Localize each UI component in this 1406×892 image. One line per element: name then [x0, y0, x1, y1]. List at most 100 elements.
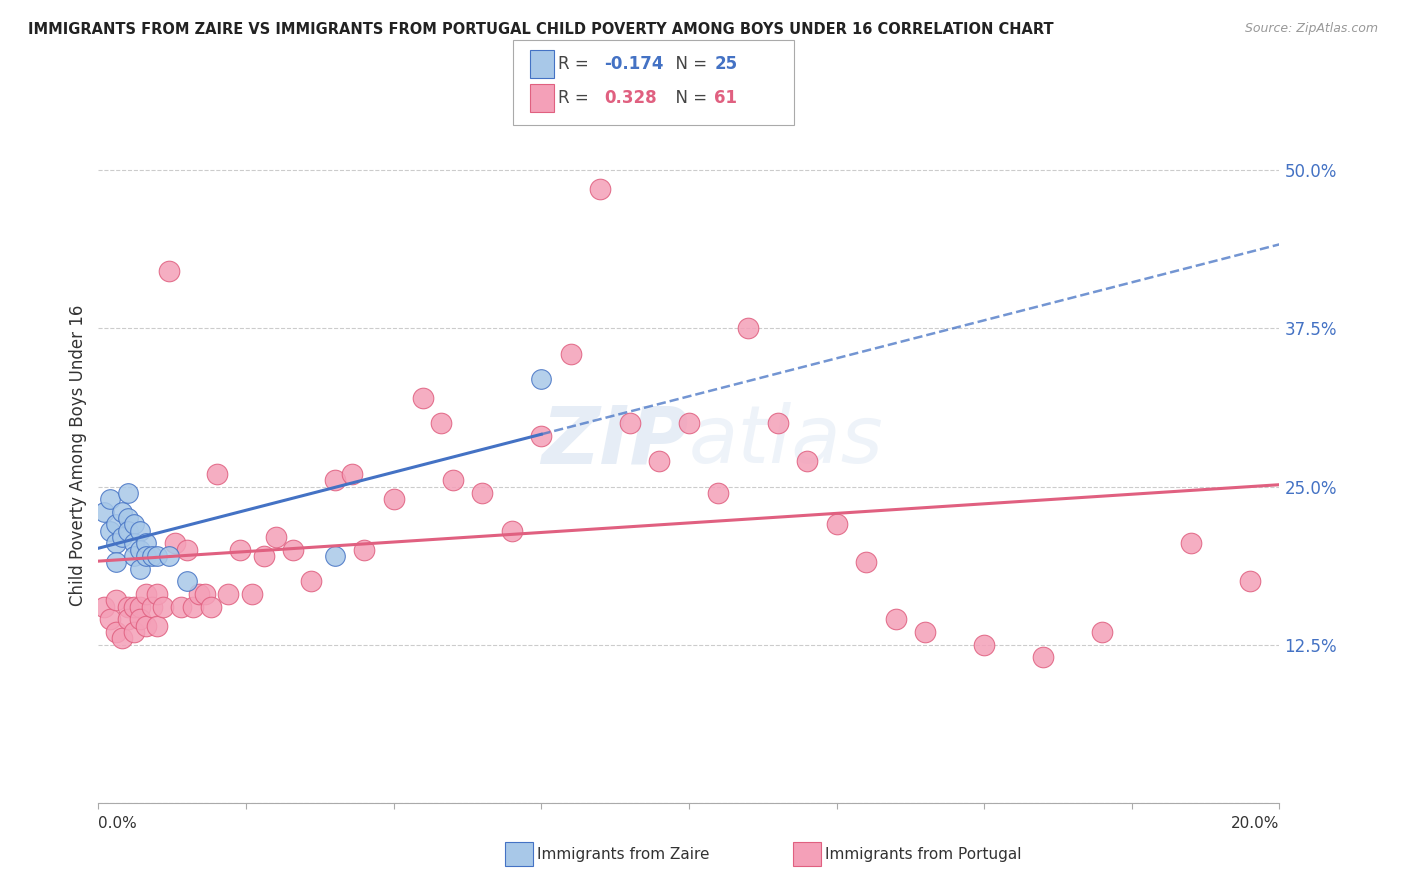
Text: IMMIGRANTS FROM ZAIRE VS IMMIGRANTS FROM PORTUGAL CHILD POVERTY AMONG BOYS UNDER: IMMIGRANTS FROM ZAIRE VS IMMIGRANTS FROM…: [28, 22, 1053, 37]
Point: [240, 587, 263, 601]
Point: [205, 467, 228, 481]
Point: [283, 542, 305, 557]
Point: [135, 549, 157, 563]
Point: [117, 524, 139, 538]
Point: [111, 505, 134, 519]
Point: [128, 612, 150, 626]
Point: [141, 599, 163, 614]
Point: [229, 542, 252, 557]
Point: [146, 618, 169, 632]
Point: [98, 524, 121, 538]
Point: [1239, 574, 1261, 589]
Point: [382, 492, 405, 507]
Text: ZIP: ZIP: [541, 402, 689, 480]
Point: [441, 473, 464, 487]
Text: 0.0%: 0.0%: [98, 816, 138, 831]
Point: [105, 593, 128, 607]
Point: [122, 536, 145, 550]
Point: [737, 321, 759, 335]
Point: [619, 417, 641, 431]
Point: [176, 542, 198, 557]
Point: [117, 486, 139, 500]
Point: [111, 530, 134, 544]
Point: [1091, 625, 1114, 640]
Point: [122, 549, 145, 563]
Point: [117, 612, 139, 626]
Point: [217, 587, 239, 601]
Point: [264, 530, 287, 544]
Point: [105, 517, 128, 532]
Point: [560, 347, 582, 361]
Point: [165, 536, 187, 550]
Point: [122, 517, 145, 532]
Point: [141, 549, 163, 563]
Text: Source: ZipAtlas.com: Source: ZipAtlas.com: [1244, 22, 1378, 36]
Point: [323, 549, 346, 563]
Point: [128, 562, 150, 576]
Point: [707, 486, 730, 500]
Point: [187, 587, 209, 601]
Point: [253, 549, 276, 563]
Point: [98, 492, 121, 507]
Point: [796, 454, 818, 468]
Point: [855, 556, 877, 570]
Point: [128, 524, 150, 538]
Point: [146, 549, 169, 563]
Point: [825, 517, 848, 532]
Point: [122, 625, 145, 640]
Text: R =: R =: [558, 55, 595, 73]
Point: [93, 599, 115, 614]
Text: R =: R =: [558, 89, 595, 107]
Point: [135, 587, 157, 601]
Text: 25: 25: [714, 55, 737, 73]
Point: [353, 542, 375, 557]
Point: [128, 599, 150, 614]
Text: Immigrants from Zaire: Immigrants from Zaire: [537, 847, 710, 862]
Text: atlas: atlas: [689, 402, 884, 480]
Point: [105, 625, 128, 640]
Point: [117, 511, 139, 525]
Point: [589, 182, 612, 196]
Point: [135, 536, 157, 550]
Point: [128, 542, 150, 557]
Point: [412, 391, 434, 405]
Point: [105, 536, 128, 550]
Point: [973, 638, 995, 652]
Point: [648, 454, 671, 468]
Point: [170, 599, 193, 614]
Point: [181, 599, 204, 614]
Point: [146, 587, 169, 601]
Point: [176, 574, 198, 589]
Point: [152, 599, 174, 614]
Point: [111, 632, 134, 646]
Point: [530, 429, 553, 443]
Text: N =: N =: [665, 55, 713, 73]
Point: [135, 618, 157, 632]
Point: [200, 599, 222, 614]
Point: [323, 473, 346, 487]
Point: [194, 587, 217, 601]
Text: Immigrants from Portugal: Immigrants from Portugal: [825, 847, 1022, 862]
Point: [678, 417, 700, 431]
Point: [299, 574, 322, 589]
Point: [430, 417, 453, 431]
Y-axis label: Child Poverty Among Boys Under 16: Child Poverty Among Boys Under 16: [69, 304, 87, 606]
Point: [157, 549, 180, 563]
Point: [1032, 650, 1054, 665]
Point: [122, 599, 145, 614]
Point: [342, 467, 364, 481]
Point: [117, 599, 139, 614]
Point: [766, 417, 789, 431]
Point: [157, 264, 180, 278]
Point: [471, 486, 494, 500]
Point: [93, 505, 115, 519]
Point: [1180, 536, 1202, 550]
Point: [105, 556, 128, 570]
Point: [914, 625, 936, 640]
Point: [530, 372, 553, 386]
Text: 61: 61: [714, 89, 737, 107]
Text: N =: N =: [665, 89, 713, 107]
Text: 20.0%: 20.0%: [1232, 816, 1279, 831]
Point: [98, 612, 121, 626]
Point: [884, 612, 907, 626]
